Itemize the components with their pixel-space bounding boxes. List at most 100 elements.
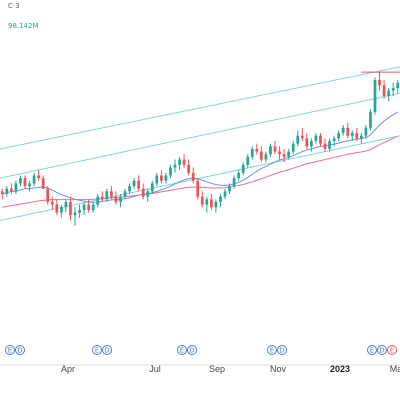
candle-body bbox=[296, 135, 300, 144]
candle-body bbox=[214, 201, 218, 208]
candle-body bbox=[28, 183, 31, 187]
dividend-event-letter: D bbox=[189, 347, 194, 355]
dividend-event-letter: D bbox=[379, 347, 384, 355]
candle-body bbox=[260, 151, 263, 160]
candle-body bbox=[87, 204, 90, 210]
candle-body bbox=[191, 172, 195, 181]
candle-body bbox=[269, 146, 272, 155]
earnings-event-letter: E bbox=[270, 347, 274, 355]
candle-body bbox=[237, 172, 240, 179]
candle-body bbox=[373, 80, 377, 112]
earnings-event-letter: E bbox=[8, 347, 12, 355]
x-axis-tick-label: Nov bbox=[270, 364, 287, 374]
candle-body bbox=[146, 191, 150, 197]
candle-body bbox=[246, 156, 250, 165]
earnings-event-icon bbox=[177, 345, 187, 355]
candle-body bbox=[205, 199, 209, 205]
earnings-event-icon bbox=[387, 345, 397, 355]
dividend-event-icon bbox=[377, 345, 387, 355]
candle-body bbox=[137, 180, 140, 189]
dividend-event-letter: D bbox=[279, 347, 284, 355]
candle-body bbox=[278, 151, 281, 155]
candle-body bbox=[396, 82, 400, 88]
candle-body bbox=[369, 111, 372, 128]
candle-body bbox=[132, 180, 136, 187]
candle-body bbox=[64, 201, 68, 208]
candle-body bbox=[346, 127, 350, 136]
candle-body bbox=[241, 164, 245, 173]
candle-body bbox=[364, 127, 368, 136]
earnings-event-icon bbox=[267, 345, 277, 355]
candle-body bbox=[300, 135, 304, 139]
x-axis-tick-label: 2023 bbox=[330, 364, 350, 374]
candle-body bbox=[182, 159, 186, 165]
legend-value: 98.142M bbox=[8, 22, 39, 30]
x-axis-tick-label: Jul bbox=[149, 364, 161, 374]
candle-body bbox=[114, 196, 118, 202]
candle-body bbox=[23, 178, 27, 187]
candle-body bbox=[46, 188, 50, 202]
dividend-event-icon bbox=[15, 345, 25, 355]
earnings-event-icon bbox=[367, 345, 377, 355]
candle-body bbox=[96, 196, 100, 205]
candle-body bbox=[100, 196, 104, 200]
candle-body bbox=[232, 178, 236, 187]
legend-header: C·3 bbox=[8, 2, 20, 10]
candle-body bbox=[37, 175, 40, 179]
candle-body bbox=[41, 178, 45, 189]
candle-body bbox=[82, 204, 86, 210]
candle-body bbox=[105, 191, 109, 200]
channel-upper-line bbox=[0, 66, 400, 150]
candle-body bbox=[169, 167, 172, 176]
x-axis-tick-label: Sep bbox=[209, 364, 225, 374]
candle-body bbox=[291, 143, 295, 152]
candle-body bbox=[355, 133, 359, 139]
candle-body bbox=[323, 143, 327, 149]
candle-body bbox=[128, 186, 131, 192]
channel-mid-line bbox=[0, 92, 400, 179]
candle-body bbox=[5, 188, 9, 194]
candle-body bbox=[73, 212, 77, 216]
earnings-event-icon bbox=[92, 345, 102, 355]
candle-body bbox=[223, 191, 227, 197]
candle-body bbox=[178, 159, 181, 165]
x-axis-tick-label: Apr bbox=[61, 364, 75, 374]
candle-body bbox=[55, 204, 59, 213]
candle-body bbox=[378, 80, 381, 86]
candle-body bbox=[341, 127, 345, 134]
candle-body bbox=[210, 199, 213, 208]
candle-body bbox=[32, 175, 36, 184]
candle-body bbox=[273, 146, 277, 152]
candle-body bbox=[287, 151, 290, 157]
candle-body bbox=[10, 188, 13, 192]
candle-body bbox=[264, 154, 268, 160]
candle-body bbox=[319, 135, 322, 144]
candle-body bbox=[196, 180, 200, 197]
candle-body bbox=[60, 207, 63, 213]
dividend-event-icon bbox=[102, 345, 112, 355]
earnings-event-letter: E bbox=[180, 347, 184, 355]
candle-body bbox=[78, 209, 81, 213]
candle-body bbox=[255, 148, 259, 152]
candle-body bbox=[332, 138, 336, 141]
candle-body bbox=[155, 175, 159, 184]
candle-body bbox=[173, 164, 177, 168]
candle-body bbox=[219, 196, 222, 202]
dividend-event-icon bbox=[187, 345, 197, 355]
moving-average-fast-line bbox=[2, 111, 398, 203]
moving-average-slow-line bbox=[2, 135, 398, 208]
candle-body bbox=[305, 138, 309, 147]
candle-body bbox=[69, 201, 72, 216]
dividend-event-letter: D bbox=[104, 347, 109, 355]
candle-body bbox=[150, 183, 154, 192]
candle-body bbox=[14, 183, 18, 192]
candle-body bbox=[391, 88, 395, 91]
candle-body bbox=[123, 191, 127, 197]
candle-body bbox=[282, 154, 286, 157]
candle-body bbox=[387, 90, 390, 96]
candle-body bbox=[350, 133, 354, 136]
candle-body bbox=[360, 135, 363, 139]
candle-body bbox=[110, 191, 113, 197]
candle-body bbox=[310, 141, 313, 147]
